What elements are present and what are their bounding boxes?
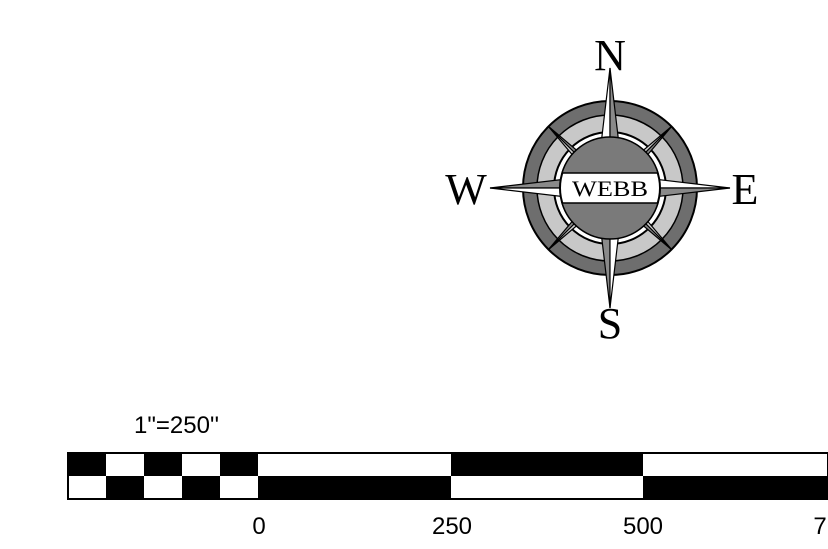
scale-tick-500: 500	[622, 513, 664, 540]
scale-tick-0: 0	[252, 513, 266, 540]
compass-south-label: S	[598, 299, 622, 348]
compass-hub-top-band	[560, 136, 660, 174]
north-arrow-compass-rose: WEBB N S E W	[445, 31, 759, 348]
scale-tick-750-partial: 7	[813, 513, 827, 540]
compass-west-label: W	[445, 165, 487, 214]
scale-tick-250: 250	[431, 513, 473, 540]
compass-hub-bottom-band	[560, 202, 660, 240]
compass-east-label: E	[732, 165, 759, 214]
scale-ratio-label: 1"=250''	[134, 412, 220, 439]
scale-bar-main-divisions	[258, 453, 828, 499]
scale-bar	[67, 452, 828, 500]
scale-bar-subdivisions	[68, 453, 258, 499]
compass-north-label: N	[594, 31, 626, 80]
compass-center-label: WEBB	[572, 176, 648, 201]
